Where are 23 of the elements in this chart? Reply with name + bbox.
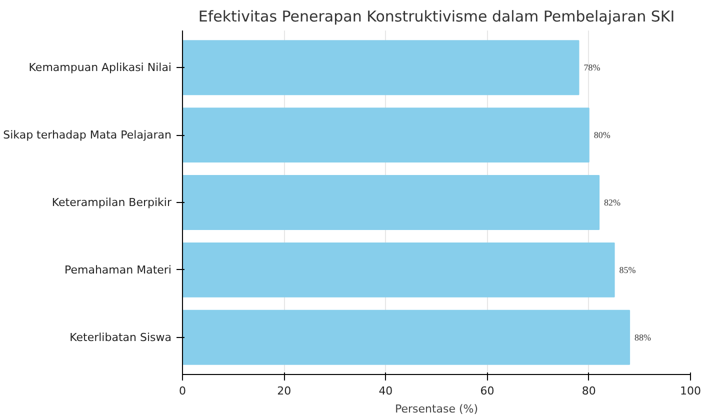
data-label: 88% — [634, 332, 652, 342]
x-tick-label: 0 — [179, 384, 186, 398]
x-tick-label: 40 — [378, 384, 393, 398]
x-axis-title: Persentase (%) — [394, 402, 478, 416]
x-tick-label: 60 — [480, 384, 494, 398]
x-tick-label: 80 — [582, 384, 596, 398]
y-tick-label: Pemahaman Materi — [64, 263, 172, 276]
y-tick-label: Sikap terhadap Mata Pelajaran — [3, 128, 172, 142]
chart-title: Efektivitas Penerapan Konstruktivisme dalam Pembelajaran SKI — [198, 8, 675, 26]
y-tick-label: Keterampilan Berpikir — [52, 196, 172, 209]
y-tick-label: Kemampuan Aplikasi Nilai — [28, 61, 172, 74]
bar — [182, 310, 630, 365]
data-label: 85% — [619, 264, 636, 275]
data-label: 82% — [604, 198, 622, 208]
data-label: 78% — [584, 62, 601, 73]
x-tick-label: 100 — [680, 384, 701, 398]
y-tick-label: Keterlibatan Siswa — [70, 330, 172, 344]
bar — [182, 242, 615, 298]
data-label: 80% — [594, 130, 611, 140]
bar — [182, 175, 600, 230]
x-tick-label: 20 — [277, 384, 292, 398]
bar — [182, 108, 590, 163]
bar — [182, 40, 580, 96]
